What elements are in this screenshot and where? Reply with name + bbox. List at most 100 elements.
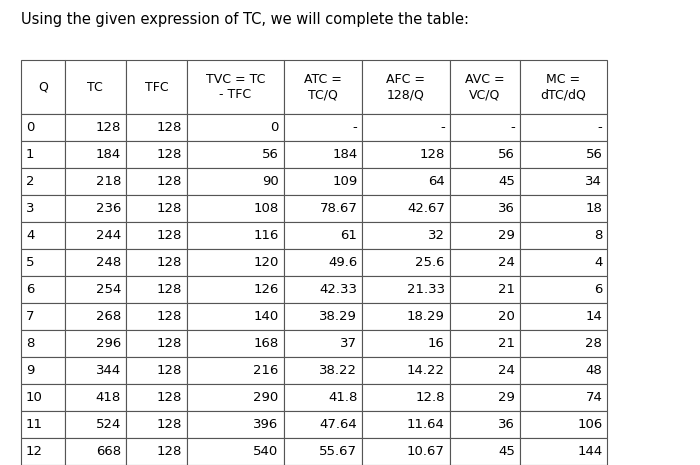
Bar	[284, 222, 363, 249]
Bar	[363, 249, 449, 276]
Text: 45: 45	[498, 175, 514, 188]
Bar	[449, 384, 519, 411]
Bar	[126, 438, 187, 465]
Text: 128: 128	[96, 121, 121, 134]
Text: 128: 128	[157, 256, 182, 269]
Text: 11.64: 11.64	[407, 418, 445, 431]
Text: 20: 20	[498, 310, 514, 323]
Bar	[363, 141, 449, 168]
Text: 42.67: 42.67	[407, 202, 445, 215]
Bar	[363, 411, 449, 438]
Bar	[126, 114, 187, 141]
Text: 296: 296	[96, 337, 121, 350]
Text: Q: Q	[38, 81, 48, 93]
Text: 25.6: 25.6	[415, 256, 445, 269]
Text: 128: 128	[157, 418, 182, 431]
Bar	[187, 438, 284, 465]
Text: 2: 2	[26, 175, 34, 188]
Bar	[64, 141, 126, 168]
Bar	[519, 195, 608, 222]
Text: 109: 109	[332, 175, 357, 188]
Text: 32: 32	[428, 229, 445, 242]
Text: 540: 540	[253, 445, 279, 458]
Bar	[363, 357, 449, 384]
Bar	[21, 411, 64, 438]
Text: 18: 18	[585, 202, 602, 215]
Text: 12.8: 12.8	[415, 391, 445, 404]
Text: 55.67: 55.67	[319, 445, 357, 458]
Text: 116: 116	[253, 229, 279, 242]
Bar	[449, 303, 519, 330]
Text: 47.64: 47.64	[320, 418, 357, 431]
Text: 12: 12	[26, 445, 43, 458]
Bar	[187, 222, 284, 249]
Bar	[519, 411, 608, 438]
Bar	[187, 60, 284, 114]
Text: 128: 128	[157, 391, 182, 404]
Bar	[187, 411, 284, 438]
Bar	[187, 303, 284, 330]
Text: 8: 8	[26, 337, 34, 350]
Bar	[519, 60, 608, 114]
Bar	[187, 330, 284, 357]
Text: 36: 36	[498, 202, 514, 215]
Bar	[449, 141, 519, 168]
Bar	[284, 384, 363, 411]
Bar	[284, 357, 363, 384]
Text: 254: 254	[96, 283, 121, 296]
Bar	[126, 384, 187, 411]
Bar	[187, 276, 284, 303]
Bar	[21, 195, 64, 222]
Text: 140: 140	[253, 310, 279, 323]
Bar	[126, 330, 187, 357]
Text: 126: 126	[253, 283, 279, 296]
Text: 3: 3	[26, 202, 34, 215]
Bar	[449, 114, 519, 141]
Text: AVC =
VC/Q: AVC = VC/Q	[465, 73, 505, 101]
Bar	[519, 330, 608, 357]
Bar	[519, 249, 608, 276]
Bar	[187, 249, 284, 276]
Text: 248: 248	[96, 256, 121, 269]
Text: AFC =
128/Q: AFC = 128/Q	[386, 73, 426, 101]
Bar	[284, 249, 363, 276]
Text: 396: 396	[253, 418, 279, 431]
Text: 6: 6	[26, 283, 34, 296]
Text: 4: 4	[26, 229, 34, 242]
Text: 144: 144	[577, 445, 602, 458]
Text: 184: 184	[96, 148, 121, 161]
Text: 24: 24	[498, 364, 514, 377]
Text: 38.22: 38.22	[319, 364, 357, 377]
Text: 244: 244	[96, 229, 121, 242]
Bar	[21, 330, 64, 357]
Text: 128: 128	[157, 175, 182, 188]
Text: 48: 48	[586, 364, 602, 377]
Text: 128: 128	[157, 337, 182, 350]
Bar	[64, 357, 126, 384]
Text: -: -	[510, 121, 514, 134]
Text: 120: 120	[253, 256, 279, 269]
Bar	[21, 276, 64, 303]
Text: 49.6: 49.6	[328, 256, 357, 269]
Bar	[126, 60, 187, 114]
Bar	[363, 222, 449, 249]
Text: ATC =
TC/Q: ATC = TC/Q	[304, 73, 342, 101]
Bar	[449, 330, 519, 357]
Bar	[64, 60, 126, 114]
Bar	[284, 411, 363, 438]
Text: 218: 218	[96, 175, 121, 188]
Bar	[64, 168, 126, 195]
Bar	[64, 384, 126, 411]
Text: MC =
dTC/dQ: MC = dTC/dQ	[540, 73, 587, 101]
Text: 56: 56	[498, 148, 514, 161]
Text: TC: TC	[88, 81, 104, 93]
Bar	[126, 303, 187, 330]
Text: -: -	[440, 121, 445, 134]
Text: 216: 216	[253, 364, 279, 377]
Bar	[187, 357, 284, 384]
Bar	[64, 114, 126, 141]
Bar	[21, 249, 64, 276]
Bar	[449, 60, 519, 114]
Bar	[21, 438, 64, 465]
Text: 28: 28	[585, 337, 602, 350]
